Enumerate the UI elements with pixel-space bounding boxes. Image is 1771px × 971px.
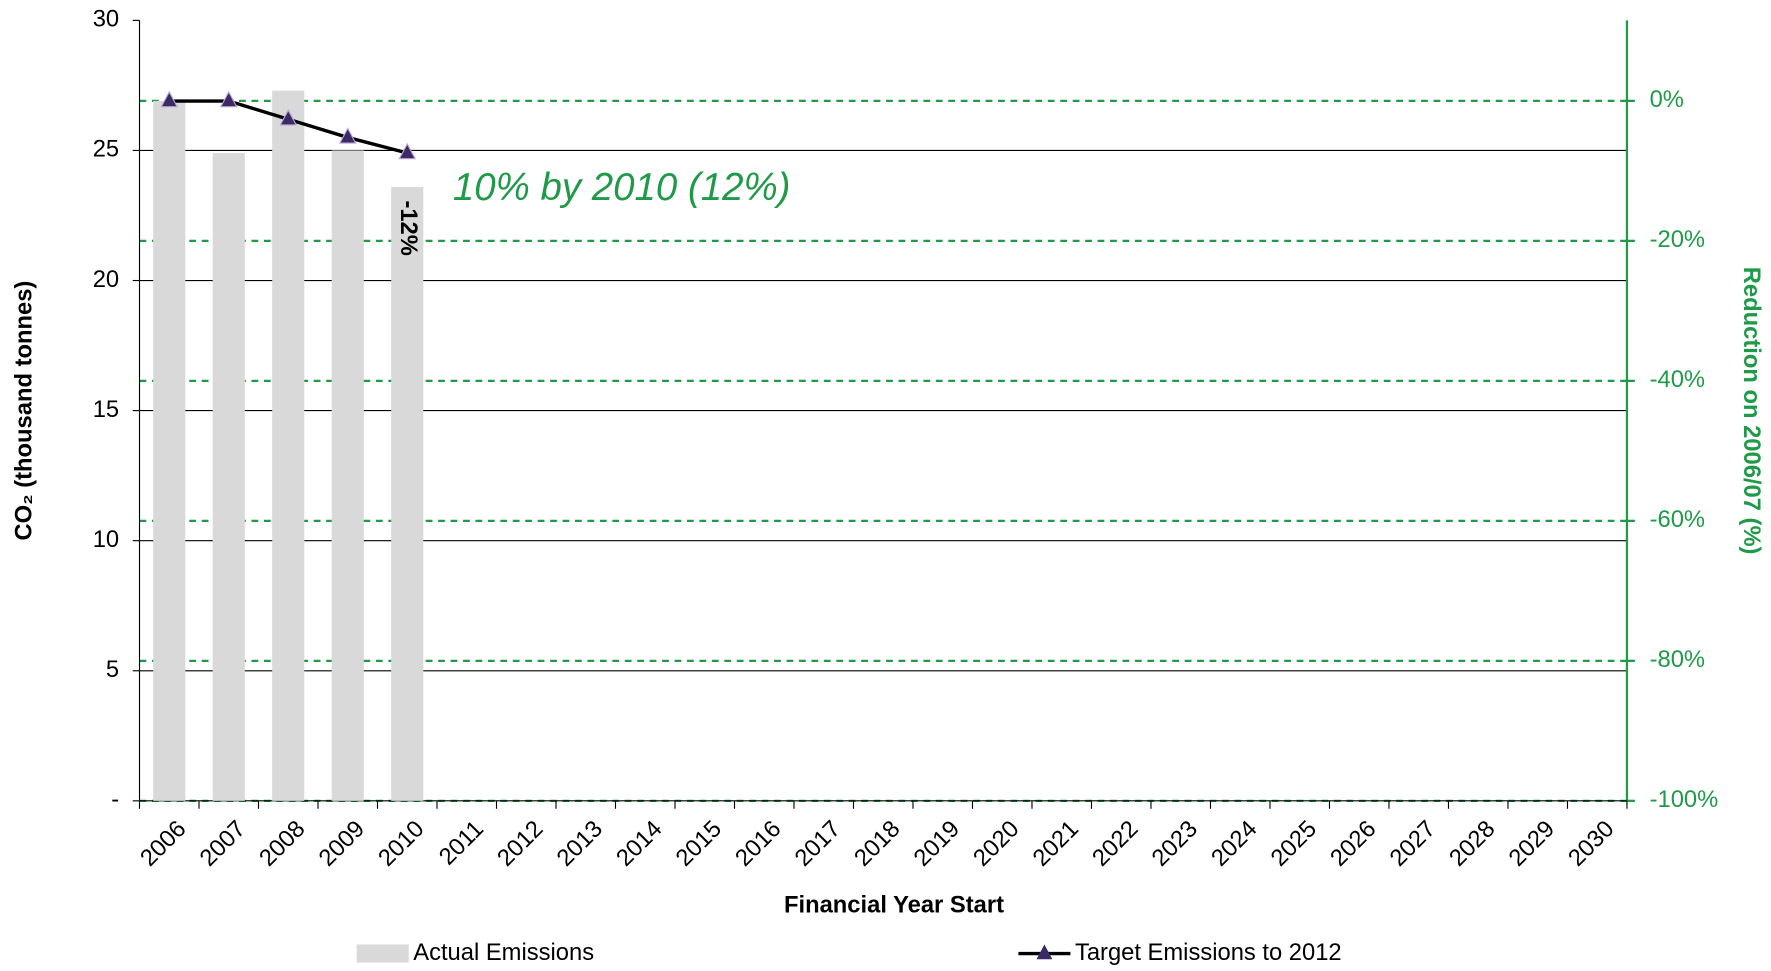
legend-label: Target Emissions to 2012: [1075, 939, 1342, 966]
x-tick-label: 2022: [1087, 815, 1143, 871]
marker: [160, 90, 179, 108]
y-tick-label: 25: [93, 136, 119, 163]
legend-label: Actual Emissions: [413, 939, 594, 966]
bar: [153, 101, 186, 801]
x-tick-label: 2023: [1147, 815, 1203, 871]
x-tick-label: 2013: [552, 815, 608, 871]
x-tick-label: 2016: [730, 815, 786, 871]
x-tick-label: 2025: [1266, 815, 1322, 871]
x-tick-label: 2019: [909, 815, 965, 871]
x-axis-title: Financial Year Start: [784, 891, 1004, 918]
y-axis-title: CO₂ (thousand tonnes): [11, 281, 38, 541]
y2-tick-label: -40%: [1650, 366, 1705, 393]
annotation: 10% by 2010 (12%): [453, 166, 791, 209]
x-tick-label: 2030: [1563, 815, 1619, 871]
marker: [338, 127, 357, 144]
bar: [331, 150, 364, 801]
x-tick-label: 2011: [434, 815, 489, 870]
x-tick-label: 2021: [1028, 815, 1084, 871]
x-tick-label: 2009: [314, 815, 370, 871]
x-tick-label: 2027: [1385, 815, 1441, 871]
x-tick-label: 2010: [373, 815, 429, 871]
bar: [391, 186, 424, 801]
legend-marker: [1036, 944, 1053, 960]
legend-swatch: [356, 944, 409, 963]
y2-tick-label: 0%: [1650, 86, 1684, 113]
marker: [398, 142, 417, 160]
x-tick-label: 2014: [611, 815, 667, 871]
y-tick-label: 10: [93, 526, 119, 553]
y-tick-label: 15: [93, 396, 119, 423]
x-tick-label: 2017: [790, 815, 846, 871]
marker: [219, 90, 238, 108]
x-tick-label: 2006: [135, 815, 191, 871]
x-tick-label: 2012: [492, 815, 548, 871]
y2-tick-label: -80%: [1650, 646, 1705, 673]
x-tick-label: 2008: [254, 815, 310, 871]
x-tick-label: 2026: [1325, 815, 1381, 871]
x-tick-label: 2015: [671, 815, 727, 871]
bar: [212, 153, 245, 801]
y-tick-label: -: [111, 786, 119, 813]
y-tick-label: 5: [106, 656, 119, 683]
y-tick-label: 30: [93, 6, 119, 33]
data-label: -12%: [395, 200, 422, 255]
y2-axis-title: Reduction on 2006/07 (%): [1738, 267, 1765, 555]
x-tick-label: 2029: [1504, 815, 1560, 871]
y2-tick-label: -60%: [1650, 506, 1705, 533]
marker: [279, 108, 298, 126]
y2-tick-label: -100%: [1650, 786, 1719, 813]
x-tick-label: 2020: [968, 815, 1024, 871]
x-tick-label: 2028: [1444, 815, 1500, 871]
y-tick-label: 20: [93, 266, 119, 293]
y2-tick-label: -20%: [1650, 226, 1705, 253]
x-tick-label: 2007: [195, 815, 251, 871]
x-tick-label: 2018: [849, 815, 905, 871]
x-tick-label: 2024: [1206, 815, 1262, 871]
bar: [272, 90, 305, 801]
